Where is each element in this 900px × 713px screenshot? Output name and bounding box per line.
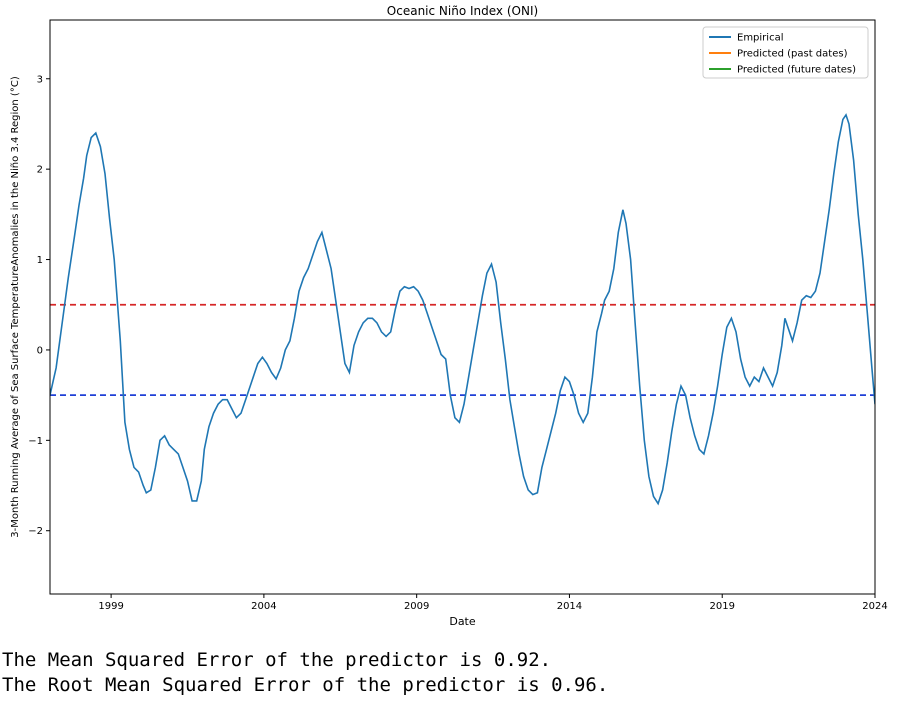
plot-area: 1999 2004 2009 2014 2019 2024 −2 −1 0 1 2 3 Oceanic … <box>10 4 888 628</box>
x-tick-label: 2019 <box>709 601 734 612</box>
legend-box <box>702 26 869 79</box>
x-tick-label: 2004 <box>251 601 276 612</box>
legend-label-2: Predicted (future dates) <box>737 65 856 76</box>
oni-chart: 1999 2004 2009 2014 2019 2024 −2 −1 0 1 2 3 Oceanic … <box>10 4 888 628</box>
mse-output: The Mean Squared Error of the predictor … <box>2 649 552 671</box>
y-tick-label: 1 <box>37 255 43 266</box>
legend-label-0: Empirical <box>737 33 783 44</box>
rmse-output: The Root Mean Squared Error of the predi… <box>2 674 609 696</box>
legend-label-1: Predicted (past dates) <box>737 49 848 60</box>
y-axis-label: 3-Month Running Average of Sea Surface T… <box>10 76 21 538</box>
y-tick-label: 0 <box>37 345 43 356</box>
x-tick-label: 2024 <box>862 601 887 612</box>
series-line-0 <box>50 113 875 506</box>
x-tick-label: 2014 <box>557 601 582 612</box>
y-tick-label: −2 <box>28 526 43 537</box>
plot-frame <box>49 19 876 595</box>
x-tick-label: 1999 <box>98 601 123 612</box>
series-group <box>50 113 875 506</box>
y-tick-label: −1 <box>28 436 43 447</box>
y-tick-label: 3 <box>37 74 43 85</box>
y-tick-label: 2 <box>37 165 43 176</box>
chart-title: Oceanic Niño Index (ONI) <box>387 4 538 18</box>
x-axis-label: Date <box>449 615 476 628</box>
x-tick-label: 2009 <box>404 601 429 612</box>
legend: Empirical Predicted (past dates) Predicted… <box>702 26 869 79</box>
